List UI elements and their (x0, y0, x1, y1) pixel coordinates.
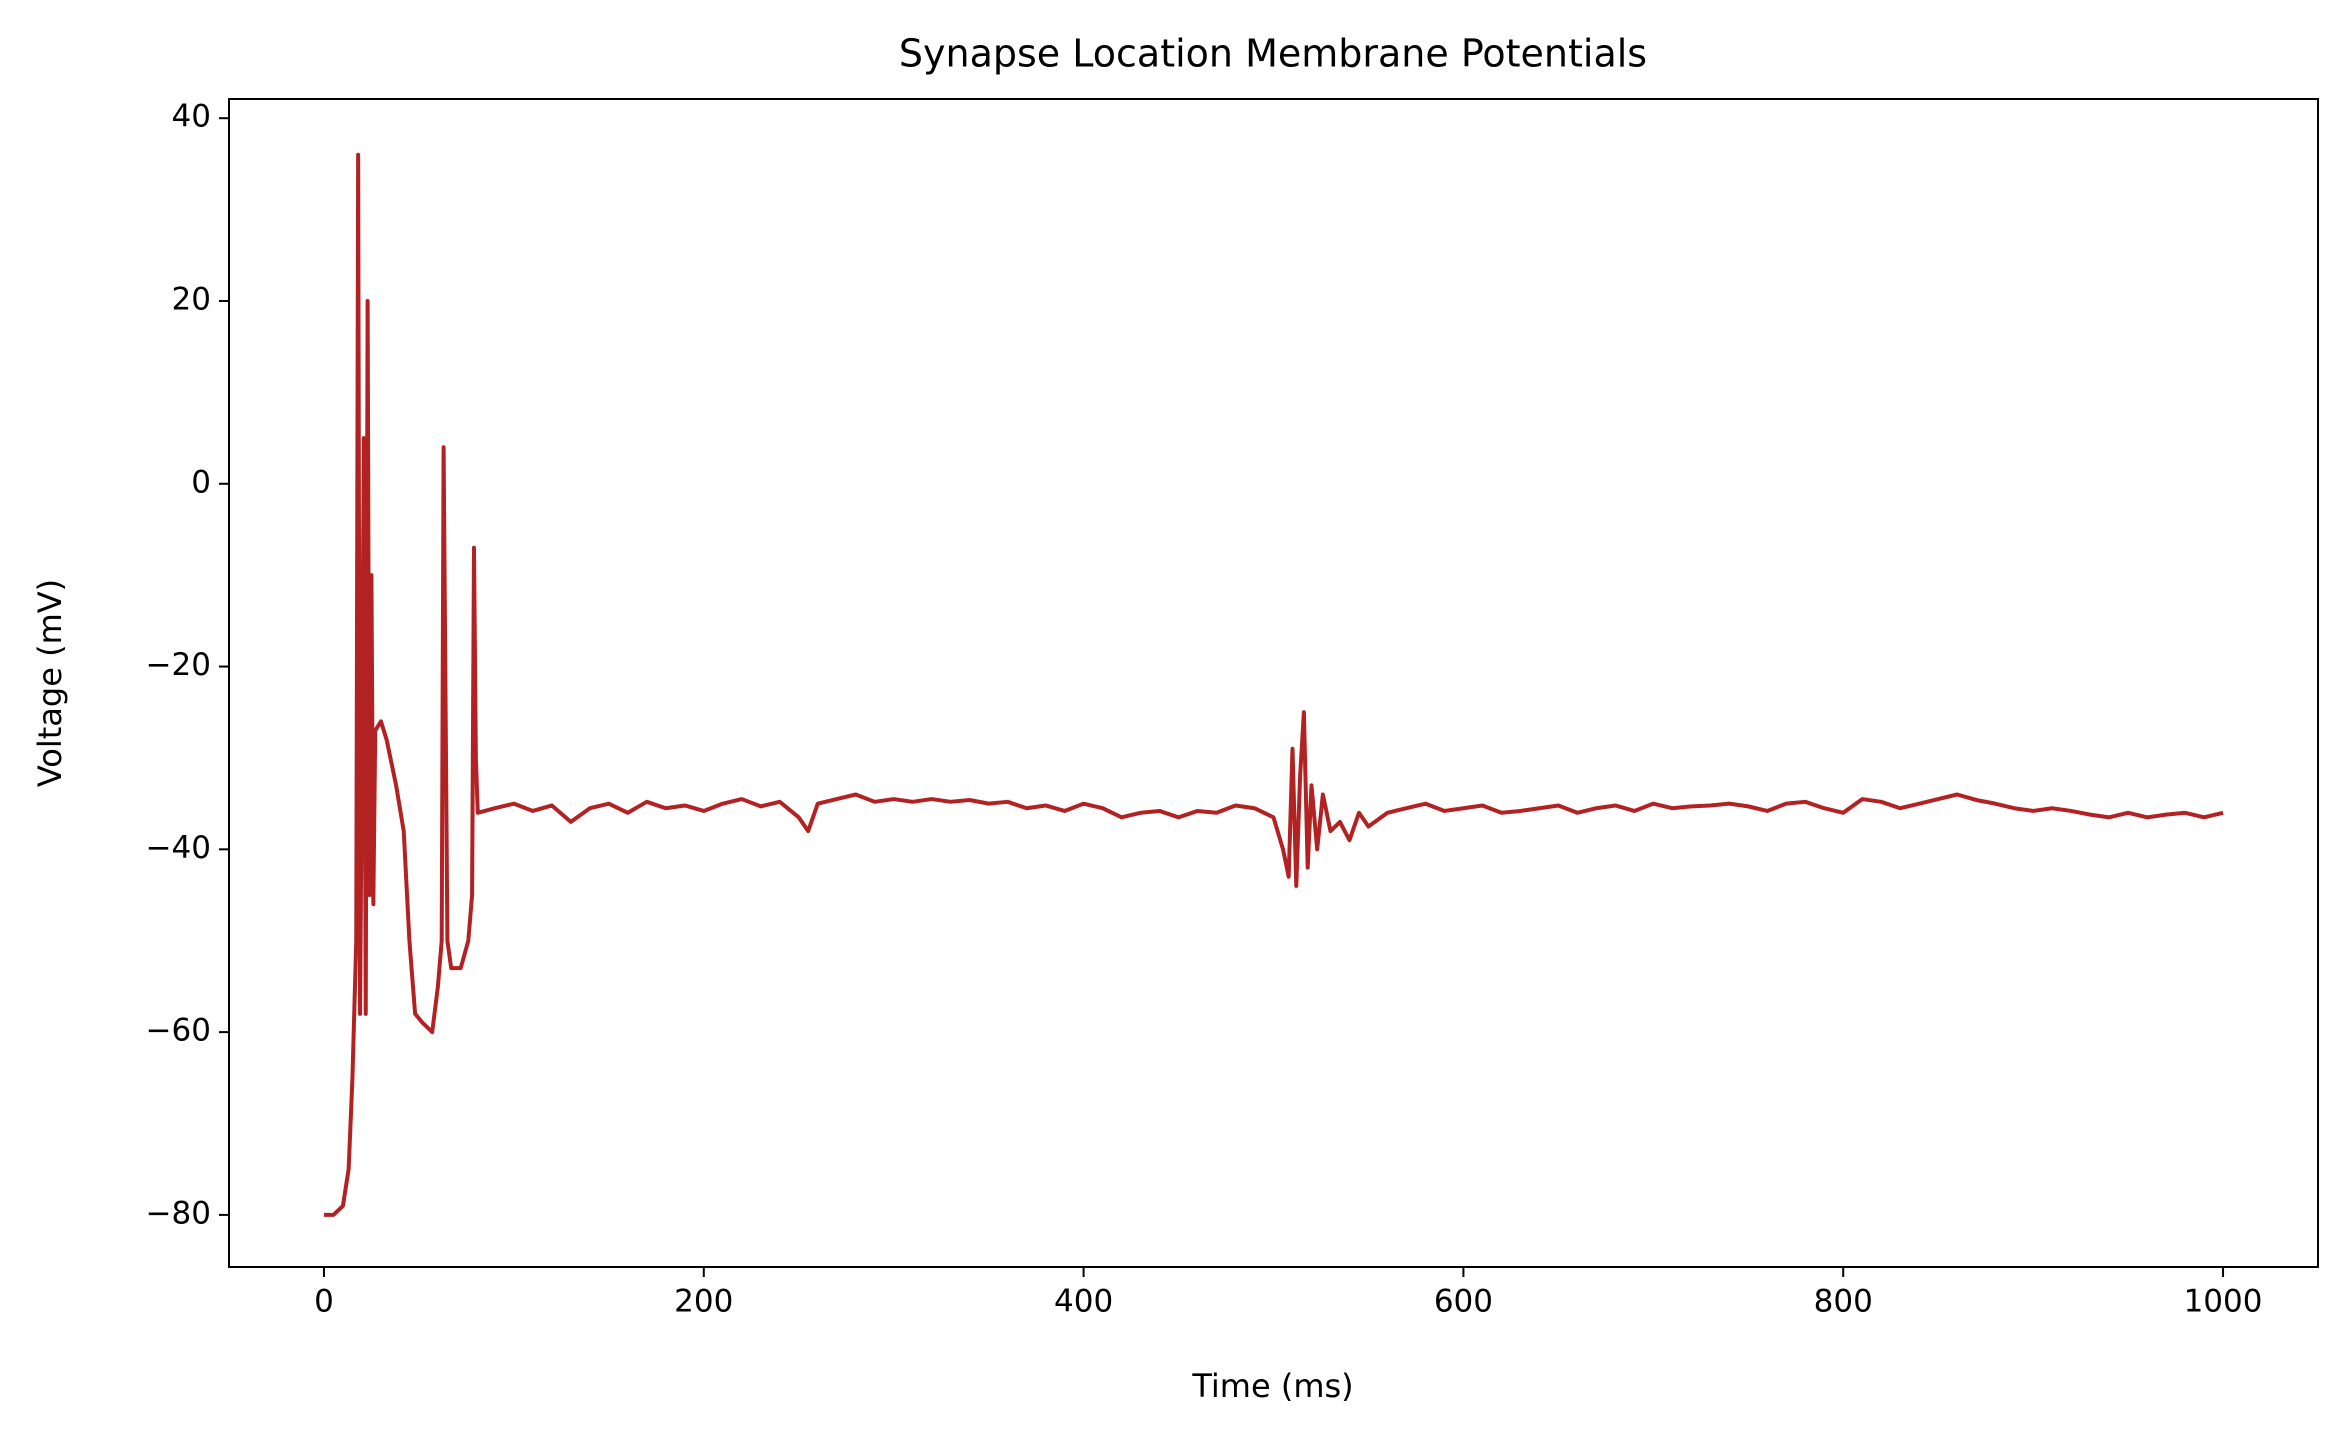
x-tick-label: 0 (314, 1284, 334, 1320)
chart-title: Synapse Location Membrane Potentials (899, 32, 1647, 76)
y-tick-label: −60 (146, 1013, 211, 1049)
x-tick-label: 600 (1434, 1284, 1493, 1320)
y-tick-label: −40 (146, 830, 211, 866)
x-axis-label: Time (ms) (1191, 1367, 1353, 1405)
y-tick-label: 40 (172, 99, 211, 135)
y-axis-label: Voltage (mV) (31, 579, 69, 787)
y-tick-label: 0 (191, 464, 211, 500)
x-tick-label: 800 (1814, 1284, 1873, 1320)
x-tick-label: 200 (674, 1284, 733, 1320)
voltage-line (323, 152, 2224, 1217)
y-tick-label: −20 (146, 647, 211, 683)
plot-frame (228, 98, 2319, 1268)
y-tick-label: 20 (172, 281, 211, 317)
x-tick-label: 1000 (2184, 1284, 2263, 1320)
y-tick-label: −80 (146, 1195, 211, 1231)
x-tick-label: 400 (1054, 1284, 1113, 1320)
